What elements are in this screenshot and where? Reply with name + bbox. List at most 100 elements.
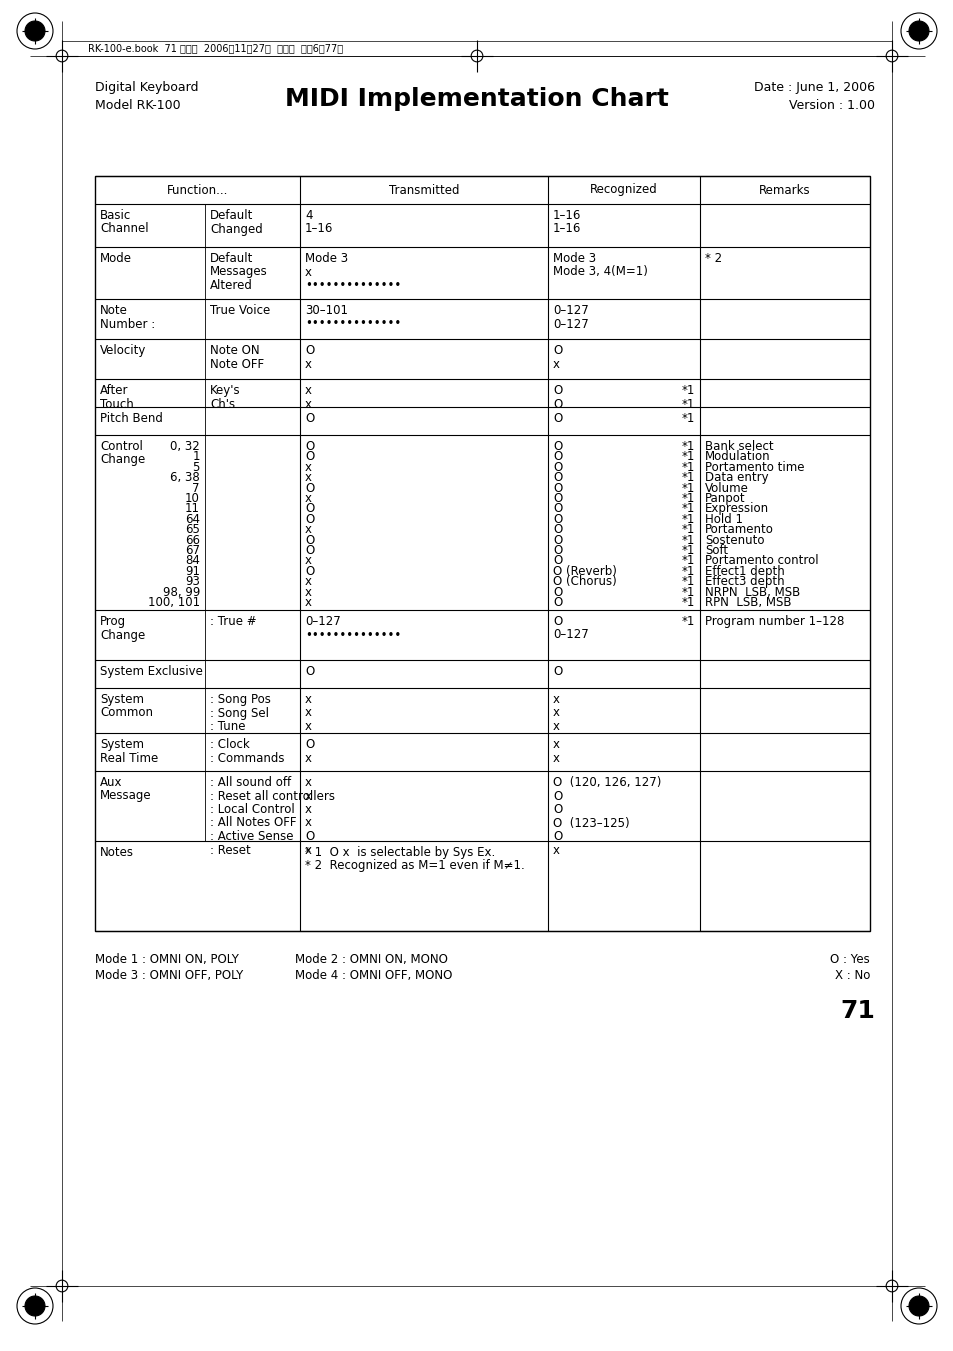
Text: Modulation: Modulation bbox=[704, 450, 770, 463]
Text: 11: 11 bbox=[185, 503, 200, 515]
Text: * 2  Recognized as M=1 even if M≠1.: * 2 Recognized as M=1 even if M≠1. bbox=[305, 859, 524, 873]
Text: x: x bbox=[305, 576, 312, 588]
Text: O: O bbox=[553, 554, 561, 567]
Text: 93: 93 bbox=[185, 576, 200, 588]
Text: x: x bbox=[305, 397, 312, 411]
Text: O: O bbox=[305, 534, 314, 547]
Text: O  (120, 126, 127): O (120, 126, 127) bbox=[553, 775, 660, 789]
Text: Ch's: Ch's bbox=[210, 397, 234, 411]
Text: Remarks: Remarks bbox=[759, 184, 810, 196]
Text: RPN  LSB, MSB: RPN LSB, MSB bbox=[704, 596, 791, 609]
Text: 4: 4 bbox=[305, 209, 313, 222]
Text: Version : 1.00: Version : 1.00 bbox=[788, 99, 874, 112]
Text: *1: *1 bbox=[680, 503, 695, 515]
Text: Mode 1 : OMNI ON, POLY: Mode 1 : OMNI ON, POLY bbox=[95, 952, 238, 966]
Text: Program number 1–128: Program number 1–128 bbox=[704, 615, 843, 628]
Text: Touch: Touch bbox=[100, 397, 133, 411]
Text: 10: 10 bbox=[185, 492, 200, 505]
Bar bbox=[95, 176, 869, 931]
Text: Effect1 depth: Effect1 depth bbox=[704, 565, 784, 578]
Text: Note OFF: Note OFF bbox=[210, 358, 264, 370]
Text: ••••••••••••••: •••••••••••••• bbox=[305, 280, 401, 292]
Text: 67: 67 bbox=[185, 544, 200, 557]
Text: *1: *1 bbox=[680, 412, 695, 426]
Text: System Exclusive: System Exclusive bbox=[100, 665, 203, 678]
Text: RK-100-e.book  71 ページ  2006年11月27日  月曜日  午後6時77分: RK-100-e.book 71 ページ 2006年11月27日 月曜日 午後6… bbox=[88, 43, 343, 53]
Text: *1: *1 bbox=[680, 523, 695, 536]
Text: 66: 66 bbox=[185, 534, 200, 547]
Text: x: x bbox=[553, 693, 559, 707]
Text: 1–16: 1–16 bbox=[553, 223, 580, 235]
Text: Panpot: Panpot bbox=[704, 492, 745, 505]
Text: Note: Note bbox=[100, 304, 128, 317]
Text: Messages: Messages bbox=[210, 266, 268, 278]
Text: 84: 84 bbox=[185, 554, 200, 567]
Text: O: O bbox=[553, 596, 561, 609]
Text: O: O bbox=[553, 481, 561, 494]
Text: 100, 101: 100, 101 bbox=[148, 596, 200, 609]
Text: Digital Keyboard: Digital Keyboard bbox=[95, 81, 198, 95]
Text: 5: 5 bbox=[193, 461, 200, 474]
Text: O: O bbox=[553, 534, 561, 547]
Text: Common: Common bbox=[100, 707, 152, 720]
Text: Basic: Basic bbox=[100, 209, 132, 222]
Text: Notes: Notes bbox=[100, 846, 133, 859]
Text: x: x bbox=[305, 751, 312, 765]
Text: After: After bbox=[100, 384, 129, 397]
Text: *1: *1 bbox=[680, 461, 695, 474]
Text: 1–16: 1–16 bbox=[553, 209, 580, 222]
Text: *1: *1 bbox=[680, 534, 695, 547]
Text: 0–127: 0–127 bbox=[305, 615, 340, 628]
Text: O: O bbox=[553, 665, 561, 678]
Text: *1: *1 bbox=[680, 565, 695, 578]
Circle shape bbox=[25, 1296, 45, 1316]
Text: x: x bbox=[305, 720, 312, 734]
Text: O: O bbox=[553, 440, 561, 453]
Text: : Reset all controllers: : Reset all controllers bbox=[210, 789, 335, 802]
Text: * 2: * 2 bbox=[704, 253, 721, 265]
Text: Recognized: Recognized bbox=[590, 184, 658, 196]
Text: Mode: Mode bbox=[100, 253, 132, 265]
Text: O: O bbox=[553, 345, 561, 357]
Text: O: O bbox=[305, 440, 314, 453]
Text: O: O bbox=[553, 830, 561, 843]
Text: x: x bbox=[305, 523, 312, 536]
Text: *1: *1 bbox=[680, 397, 695, 411]
Text: O: O bbox=[305, 830, 314, 843]
Text: x: x bbox=[305, 775, 312, 789]
Text: : All Notes OFF: : All Notes OFF bbox=[210, 816, 296, 830]
Text: O: O bbox=[553, 503, 561, 515]
Text: Change: Change bbox=[100, 454, 145, 466]
Text: Control: Control bbox=[100, 440, 143, 453]
Text: Date : June 1, 2006: Date : June 1, 2006 bbox=[753, 81, 874, 95]
Text: Message: Message bbox=[100, 789, 152, 802]
Text: Transmitted: Transmitted bbox=[388, 184, 458, 196]
Text: Aux: Aux bbox=[100, 775, 122, 789]
Text: : All sound off: : All sound off bbox=[210, 775, 291, 789]
Text: Pitch Bend: Pitch Bend bbox=[100, 412, 163, 426]
Text: O: O bbox=[305, 503, 314, 515]
Text: 30–101: 30–101 bbox=[305, 304, 348, 317]
Text: NRPN  LSB, MSB: NRPN LSB, MSB bbox=[704, 585, 800, 598]
Text: O: O bbox=[305, 565, 314, 578]
Text: 0–127: 0–127 bbox=[553, 317, 588, 331]
Text: 0, 32: 0, 32 bbox=[170, 440, 200, 453]
Text: O: O bbox=[305, 450, 314, 463]
Text: x: x bbox=[305, 816, 312, 830]
Text: : Song Sel: : Song Sel bbox=[210, 707, 269, 720]
Circle shape bbox=[908, 1296, 928, 1316]
Text: 98, 99: 98, 99 bbox=[162, 585, 200, 598]
Text: 91: 91 bbox=[185, 565, 200, 578]
Text: O: O bbox=[553, 461, 561, 474]
Text: * 1  O x  is selectable by Sys Ex.: * 1 O x is selectable by Sys Ex. bbox=[305, 846, 495, 859]
Text: O: O bbox=[305, 738, 314, 751]
Text: *1: *1 bbox=[680, 585, 695, 598]
Text: Portamento: Portamento bbox=[704, 523, 773, 536]
Text: : Clock: : Clock bbox=[210, 738, 250, 751]
Text: O: O bbox=[553, 513, 561, 526]
Text: Altered: Altered bbox=[210, 280, 253, 292]
Circle shape bbox=[908, 22, 928, 41]
Text: x: x bbox=[305, 384, 312, 397]
Text: x: x bbox=[553, 358, 559, 370]
Text: Key's: Key's bbox=[210, 384, 240, 397]
